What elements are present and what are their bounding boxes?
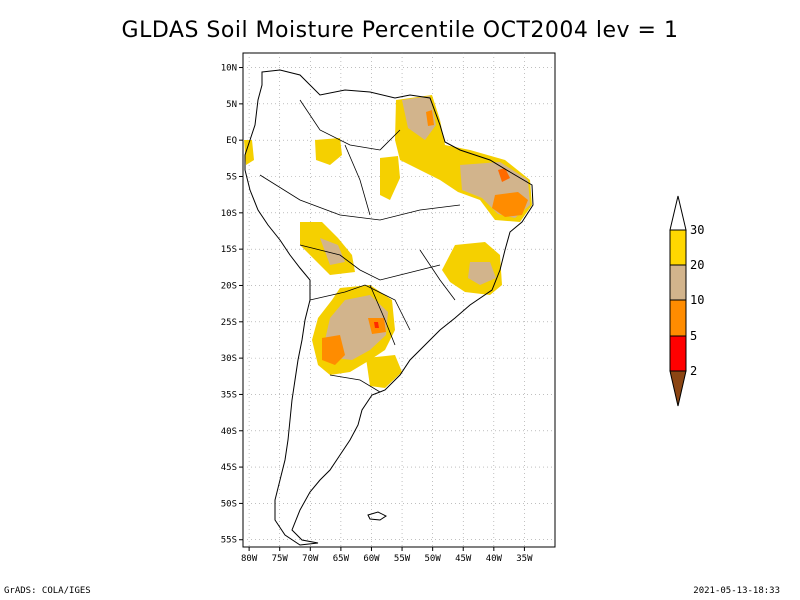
lat-tick-label: 35S [221,390,237,400]
colorbar-box [669,299,687,337]
region-bolivia-tan [320,238,345,265]
coastline [244,69,534,546]
region-ne-orange [492,192,528,217]
region-chaco-red [374,322,379,328]
lat-tick-label: 15S [221,245,237,255]
shaded-regions [244,95,532,388]
region-northeast-tan [402,96,436,140]
map-panel [242,52,556,548]
lat-tick-label: 25S [221,318,237,328]
region-uruguay-yellow [366,355,402,388]
lat-tick-label: 5N [226,100,237,110]
lat-tick-label: 5S [226,173,237,183]
lon-tick-label: 60W [363,554,380,564]
country-borders [259,99,461,393]
lat-tick-label: 55S [221,536,237,546]
falkland-islands [367,511,387,521]
colorbar-bottom-arrow [669,370,687,407]
lon-tick-label: 35W [516,554,533,564]
lon-tick-label: 55W [394,554,411,564]
latitude-ticks: 10N 5N EQ 5S 10S 15S 20S 25S 30S 35S 40S 45S 50S 55S [221,64,243,546]
lat-tick-label: 10S [221,209,237,219]
colorbar-label: 10 [690,293,704,307]
region-west-yellow [315,138,342,165]
lon-tick-label: 75W [272,554,289,564]
region-southeast-tan [468,262,496,285]
region-ecuador-yellow [244,140,254,165]
lon-tick-label: 70W [302,554,319,564]
lat-tick-label: 10N [221,64,237,74]
colorbar-top-arrow [669,195,687,231]
colorbar-label: 2 [690,364,697,378]
footer-credit: GrADS: COLA/IGES [4,586,91,596]
lon-tick-label: 50W [425,554,442,564]
colorbar-label: 30 [690,223,704,237]
longitude-ticks: 80W 75W 70W 65W 60W 55W 50W 45W 40W 35W [241,547,533,564]
lat-tick-label: 50S [221,499,237,509]
colorbar: 30 20 10 5 2 [669,195,704,407]
lon-tick-label: 65W [333,554,350,564]
map-title: GLDAS Soil Moisture Percentile OCT2004 l… [121,18,679,43]
region-central-north-yellow [380,156,400,200]
lon-tick-label: 40W [486,554,503,564]
colorbar-label: 5 [690,329,697,343]
lon-tick-label: 80W [241,554,258,564]
region-amapa-orange [426,110,434,126]
region-ne-red [498,168,510,182]
lat-tick-label: 30S [221,354,237,364]
lat-tick-label: 45S [221,463,237,473]
region-chaco-orange [322,335,345,365]
colorbar-label: 20 [690,258,704,272]
colorbar-box [669,229,687,266]
lat-tick-label: EQ [226,136,237,146]
colorbar-box [669,335,687,372]
footer-timestamp: 2021-05-13-18:33 [693,586,780,596]
lat-tick-label: 20S [221,281,237,291]
lon-tick-label: 45W [455,554,472,564]
lat-tick-label: 40S [221,427,237,437]
colorbar-box [669,264,687,301]
